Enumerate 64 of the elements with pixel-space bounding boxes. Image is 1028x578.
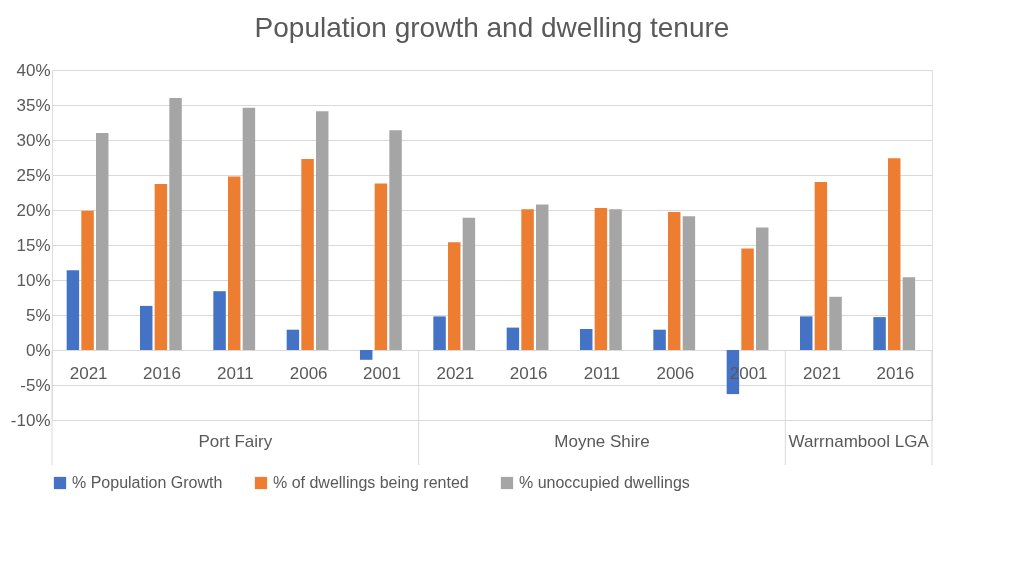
- y-tick-label: 5%: [25, 305, 51, 325]
- text: Port Fairy: [198, 432, 273, 451]
- y-tick-label: -10%: [10, 410, 51, 430]
- bar: [902, 277, 916, 350]
- bar: [814, 182, 828, 350]
- x-tick-label: 2016: [876, 364, 915, 383]
- bar: [66, 270, 80, 350]
- x-tick-label: 2006: [656, 364, 695, 383]
- y-tick-label: -5%: [20, 375, 51, 395]
- legend-label: % Population Growth: [72, 474, 223, 491]
- bar: [448, 242, 461, 350]
- bar: [594, 207, 608, 350]
- y-tick-label: 20%: [16, 200, 51, 220]
- legend-label: % unoccupied dwellings: [519, 474, 690, 491]
- y-tick-label: 35%: [16, 95, 51, 115]
- bar: [389, 130, 402, 350]
- x-tick-label: 2001: [363, 364, 401, 383]
- bar: [462, 217, 476, 350]
- bar: [360, 350, 373, 360]
- x-tick-label: 2021: [803, 364, 841, 383]
- bar: [228, 176, 241, 350]
- bar: [374, 183, 388, 350]
- x-tick-label: 2021: [69, 364, 108, 383]
- bar: [169, 98, 182, 350]
- x-tick-label: 2006: [289, 364, 328, 383]
- bar: [242, 107, 256, 350]
- y-tick-label: 25%: [16, 165, 51, 185]
- bar: [668, 212, 681, 350]
- chart-title: Population growth and dwelling tenure: [254, 12, 730, 43]
- y-tick-label: 0%: [25, 340, 51, 360]
- bar: [873, 317, 886, 350]
- bar: [580, 329, 593, 350]
- y-tick-label: 40%: [16, 60, 51, 80]
- bar: [506, 327, 520, 350]
- bar: [433, 316, 446, 350]
- bar: [888, 158, 901, 350]
- legend-label: % of dwellings being rented: [273, 474, 469, 491]
- bar: [154, 184, 168, 350]
- y-tick-label: 30%: [16, 130, 51, 150]
- text: Warrnambool LGA: [788, 432, 930, 451]
- x-tick-label: 2016: [509, 364, 548, 383]
- bar: [301, 158, 314, 350]
- bar: [536, 204, 549, 350]
- y-tick-label: 15%: [16, 235, 51, 255]
- bar: [81, 210, 94, 350]
- bar: [756, 227, 769, 350]
- x-tick-label: 2011: [217, 364, 254, 383]
- bar: [316, 111, 329, 350]
- bar: [96, 133, 109, 350]
- bar: [609, 209, 622, 350]
- bar: [521, 209, 534, 350]
- y-tick-label: 10%: [16, 270, 51, 290]
- bar: [140, 305, 153, 350]
- bar: [800, 316, 813, 350]
- x-tick-label: 2016: [143, 364, 181, 383]
- bar: [213, 291, 226, 350]
- text: Moyne Shire: [554, 432, 650, 451]
- bar: [829, 296, 842, 350]
- bar: [286, 329, 300, 350]
- bar: [741, 248, 754, 350]
- x-tick-label: 2021: [436, 364, 475, 383]
- x-tick-label: 2011: [583, 364, 621, 383]
- bar: [682, 216, 696, 350]
- bar: [653, 329, 666, 350]
